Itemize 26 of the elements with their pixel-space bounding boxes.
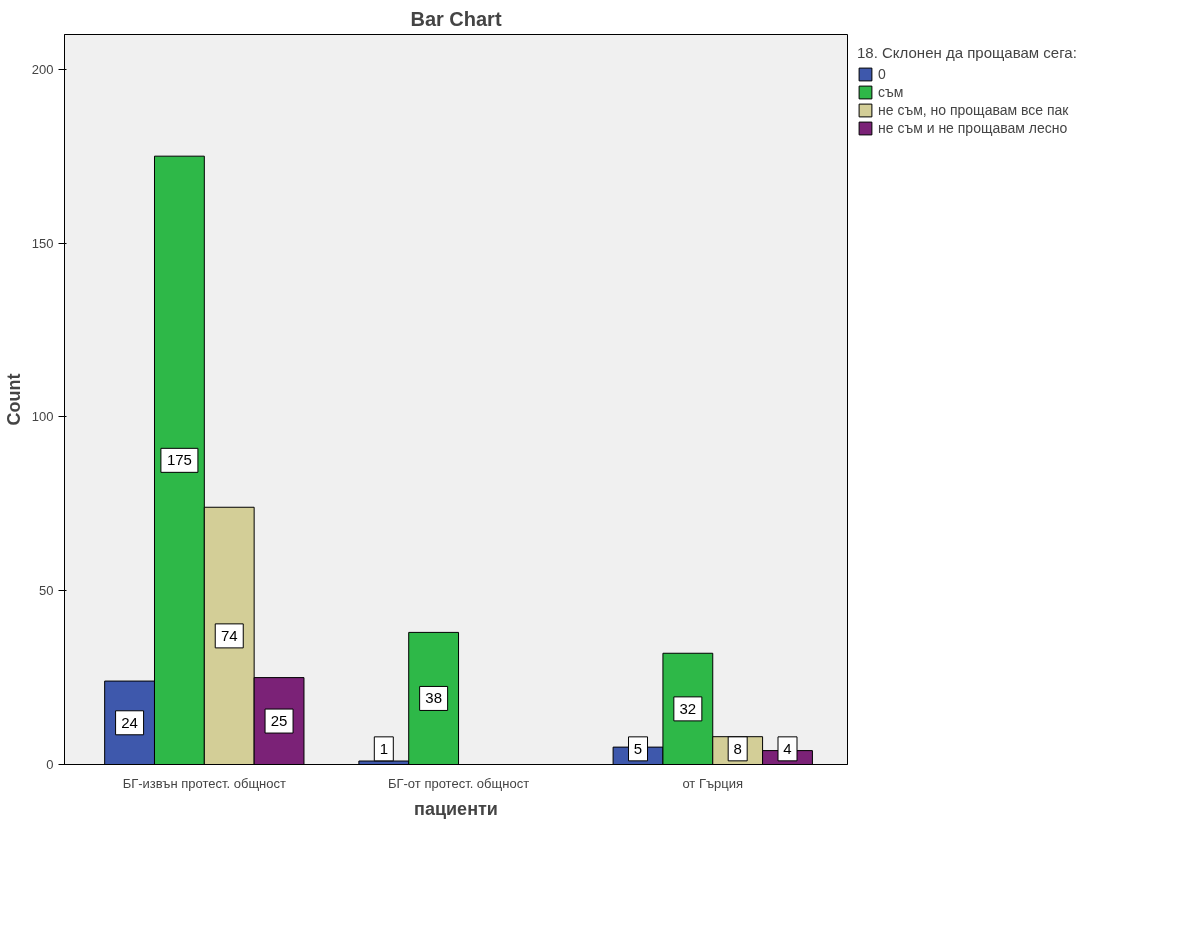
x-tick-label: от Гърция [682,775,744,791]
data-label: 24 [121,713,138,731]
y-tick-label: 100 [31,409,54,425]
data-label: 25 [270,712,288,730]
x-tick-label: БГ-извън протест. общност [122,775,286,791]
data-label: 175 [166,451,192,469]
chart-title: Bar Chart [410,7,502,30]
y-tick-label: 150 [31,235,54,251]
data-label: 1 [379,739,388,757]
legend-label: не съм и не прощавам лесно [878,120,1069,136]
data-label: 4 [783,739,792,757]
data-label: 32 [679,699,697,717]
data-label: 38 [425,689,442,707]
data-label: 8 [733,739,742,757]
legend-label: не съм, но прощавам все пак [878,102,1070,118]
legend-label: 0 [878,66,887,82]
y-tick-label: 200 [31,61,54,77]
data-label: 74 [220,626,238,644]
x-axis-title: пациенти [414,798,498,819]
x-tick-label: БГ-от протест. общност [387,775,530,791]
data-label: 5 [633,739,643,757]
y-axis-title: Count [3,373,24,426]
y-tick-label: 0 [46,757,54,772]
legend-label: съм [878,84,905,100]
legend-title: 18. Склонен да прощавам сега: [857,44,1078,61]
y-tick-label: 50 [39,583,54,599]
